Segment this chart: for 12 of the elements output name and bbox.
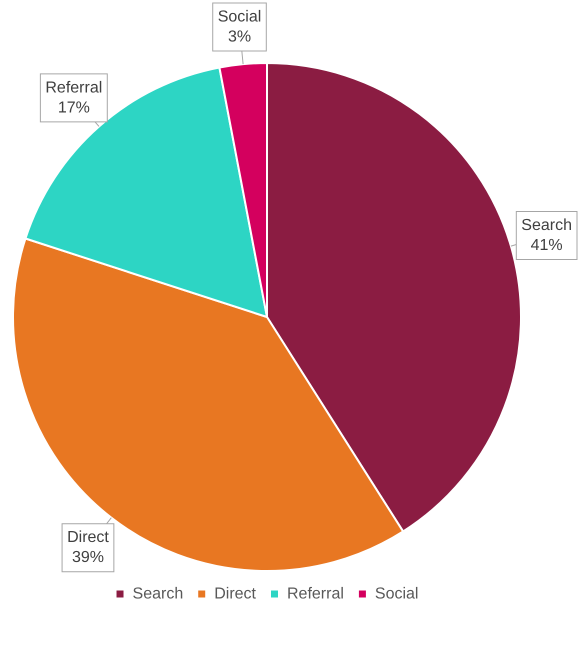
slice-label: Social bbox=[218, 8, 262, 26]
data-label: 41% bbox=[530, 236, 563, 254]
slice-label: Search bbox=[521, 216, 572, 234]
legend-label: Search bbox=[132, 585, 184, 602]
data-label: 39% bbox=[72, 549, 104, 566]
data-label: 17% bbox=[58, 99, 90, 116]
legend-label: Referral bbox=[286, 585, 344, 602]
slice-label: Referral bbox=[45, 79, 102, 96]
data-label: 3% bbox=[228, 28, 252, 46]
legend-label: Social bbox=[374, 585, 418, 602]
slice-label: Direct bbox=[67, 529, 110, 546]
legend-label: Direct bbox=[214, 585, 257, 602]
